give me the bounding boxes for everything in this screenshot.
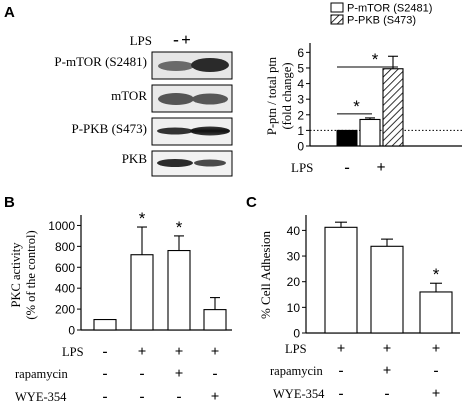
band-pkb-lps xyxy=(194,159,226,167)
chart-b-condition-label: rapamycin xyxy=(15,367,69,381)
chart-a-y-tick-label: 3 xyxy=(297,93,304,107)
chart-a-y-tick-label: 2 xyxy=(297,108,304,122)
chart-a-y-axis-label-line-1: P-ptn / total ptn xyxy=(265,56,279,135)
chart-b-y-axis-label-line-2: (% of the control) xyxy=(24,230,38,319)
chart-c-condition-label: rapamycin xyxy=(270,364,324,378)
chart-c-condition-sign: + xyxy=(383,341,392,357)
chart-c-y-tick-label: 10 xyxy=(287,301,301,315)
blot-lps-label: LPS xyxy=(130,33,152,48)
chart-b-condition-label: LPS xyxy=(62,345,84,359)
chart-a-y-tick-label: 1 xyxy=(297,124,304,138)
chart-b-condition-label: WYE-354 xyxy=(15,390,67,404)
chart-a-y-axis-label: P-ptn / total ptn(fold change) xyxy=(265,56,294,135)
chart-c-y-tick-label: 40 xyxy=(287,224,301,238)
chart-b-condition-sign: - xyxy=(103,344,108,360)
band-p-pkb-lps xyxy=(190,126,230,136)
chart-c-y-tick-label: 0 xyxy=(293,327,300,341)
chart-b-condition-sign: + xyxy=(175,366,184,382)
chart-a-legend-label-p-mtor: P-mTOR (S2481) xyxy=(347,3,432,15)
chart-b-significance-star: * xyxy=(139,209,146,228)
band-p-mtor-lps xyxy=(191,58,229,72)
chart-b-y-tick-label: 1000 xyxy=(48,219,75,233)
chart-b-condition-sign: - xyxy=(213,366,218,382)
chart-a-y-tick-label: 0 xyxy=(297,140,304,154)
panel-label-a: A xyxy=(4,4,15,21)
band-p-pkb-control xyxy=(157,127,193,135)
chart-a-lps-sign: - xyxy=(344,159,349,176)
chart-a-y-axis-label-line-2: (fold change) xyxy=(280,63,294,130)
chart-c-condition-sign: - xyxy=(434,363,439,379)
chart-b-y-tick-label: 0 xyxy=(68,324,75,338)
chart-b-bar xyxy=(203,309,227,331)
chart-b-bar xyxy=(130,254,154,331)
chart-a-lps-sign: + xyxy=(376,159,385,176)
chart-c-bar xyxy=(370,245,404,334)
chart-c: 0 10 20 30 40 % Cell Adhesion * LPS + + + rapamycin… xyxy=(258,215,460,402)
chart-b-condition-sign: + xyxy=(211,344,220,360)
chart-c-significance-star: * xyxy=(433,265,440,284)
chart-b-condition-sign: - xyxy=(103,366,108,382)
chart-a-lps-label: LPS xyxy=(291,160,313,175)
chart-a-y-tick-label: 6 xyxy=(297,46,304,60)
chart-a-bar-p-mtor xyxy=(359,118,381,147)
chart-a-legend-swatch-p-pkb xyxy=(330,14,344,25)
chart-a-legend-swatch-p-mtor xyxy=(330,2,344,13)
chart-a-significance-star: * xyxy=(353,97,360,116)
blot-row-label-p-mtor: P-mTOR (S2481) xyxy=(54,54,147,69)
chart-b-significance-star: * xyxy=(176,218,183,237)
chart-c-condition-sign: - xyxy=(339,386,344,402)
chart-a-bar-p-pkb xyxy=(382,68,404,147)
blot-lps-sign-2: + xyxy=(181,30,191,49)
chart-c-condition-label: WYE-354 xyxy=(273,387,325,401)
chart-c-y-tick-label: 30 xyxy=(287,250,301,264)
chart-b-condition-sign: + xyxy=(138,344,147,360)
chart-b-y-tick-label: 400 xyxy=(55,282,75,296)
chart-b-condition-sign: - xyxy=(140,366,145,382)
chart-a-y-tick-label: 4 xyxy=(297,77,304,91)
band-p-mtor-control xyxy=(158,61,194,71)
chart-b-condition-sign: - xyxy=(140,389,145,405)
band-mtor-lps xyxy=(192,93,228,105)
chart-b-y-axis-label: PKC activity(% of the control) xyxy=(9,230,38,319)
chart-b-bar xyxy=(93,318,117,331)
chart-b-condition-sign: + xyxy=(175,344,184,360)
blot-row-label-p-pkb: P-PKB (S473) xyxy=(72,121,148,136)
chart-a-legend-label-p-pkb: P-PKB (S473) xyxy=(347,15,416,27)
chart-b-condition-sign: - xyxy=(177,389,182,405)
band-pkb-control xyxy=(157,159,193,167)
chart-c-condition-label: LPS xyxy=(285,342,307,356)
blot-row-label-mtor: mTOR xyxy=(111,88,147,103)
chart-c-condition-sign: - xyxy=(339,363,344,379)
chart-b-bar xyxy=(167,249,191,331)
chart-c-y-tick-label: 20 xyxy=(287,275,301,289)
western-blot: LPS - + P-mTOR (S2481) mTOR P-PKB (S473)… xyxy=(54,30,233,177)
chart-c-bar xyxy=(419,291,453,334)
chart-b-condition-sign: + xyxy=(211,389,220,405)
chart-c-y-axis-label: % Cell Adhesion xyxy=(258,230,273,319)
chart-b-y-tick-label: 200 xyxy=(55,303,75,317)
chart-c-condition-sign: + xyxy=(432,341,441,357)
panel-label-c: C xyxy=(246,194,257,211)
band-mtor-control xyxy=(158,93,194,105)
chart-a-bar-control xyxy=(336,129,358,147)
blot-lps-sign-1: - xyxy=(173,30,179,49)
chart-a-significance-star: * xyxy=(372,50,379,69)
chart-c-condition-sign: + xyxy=(432,386,441,402)
panel-label-b: B xyxy=(4,194,15,211)
chart-b: 0 200 400 600 800 1000 PKC activity(% of the c… xyxy=(9,209,232,405)
chart-a-y-tick-label: 5 xyxy=(297,61,304,75)
chart-b-y-axis-label-line-1: PKC activity xyxy=(9,242,23,308)
chart-b-y-tick-label: 600 xyxy=(55,261,75,275)
chart-c-condition-sign: + xyxy=(383,363,392,379)
chart-b-y-tick-label: 800 xyxy=(55,240,75,254)
blot-row-label-pkb: PKB xyxy=(122,151,148,166)
chart-c-condition-sign: + xyxy=(337,341,346,357)
chart-b-condition-sign: - xyxy=(103,389,108,405)
chart-c-bar xyxy=(324,226,358,334)
chart-c-condition-sign: - xyxy=(385,386,390,402)
